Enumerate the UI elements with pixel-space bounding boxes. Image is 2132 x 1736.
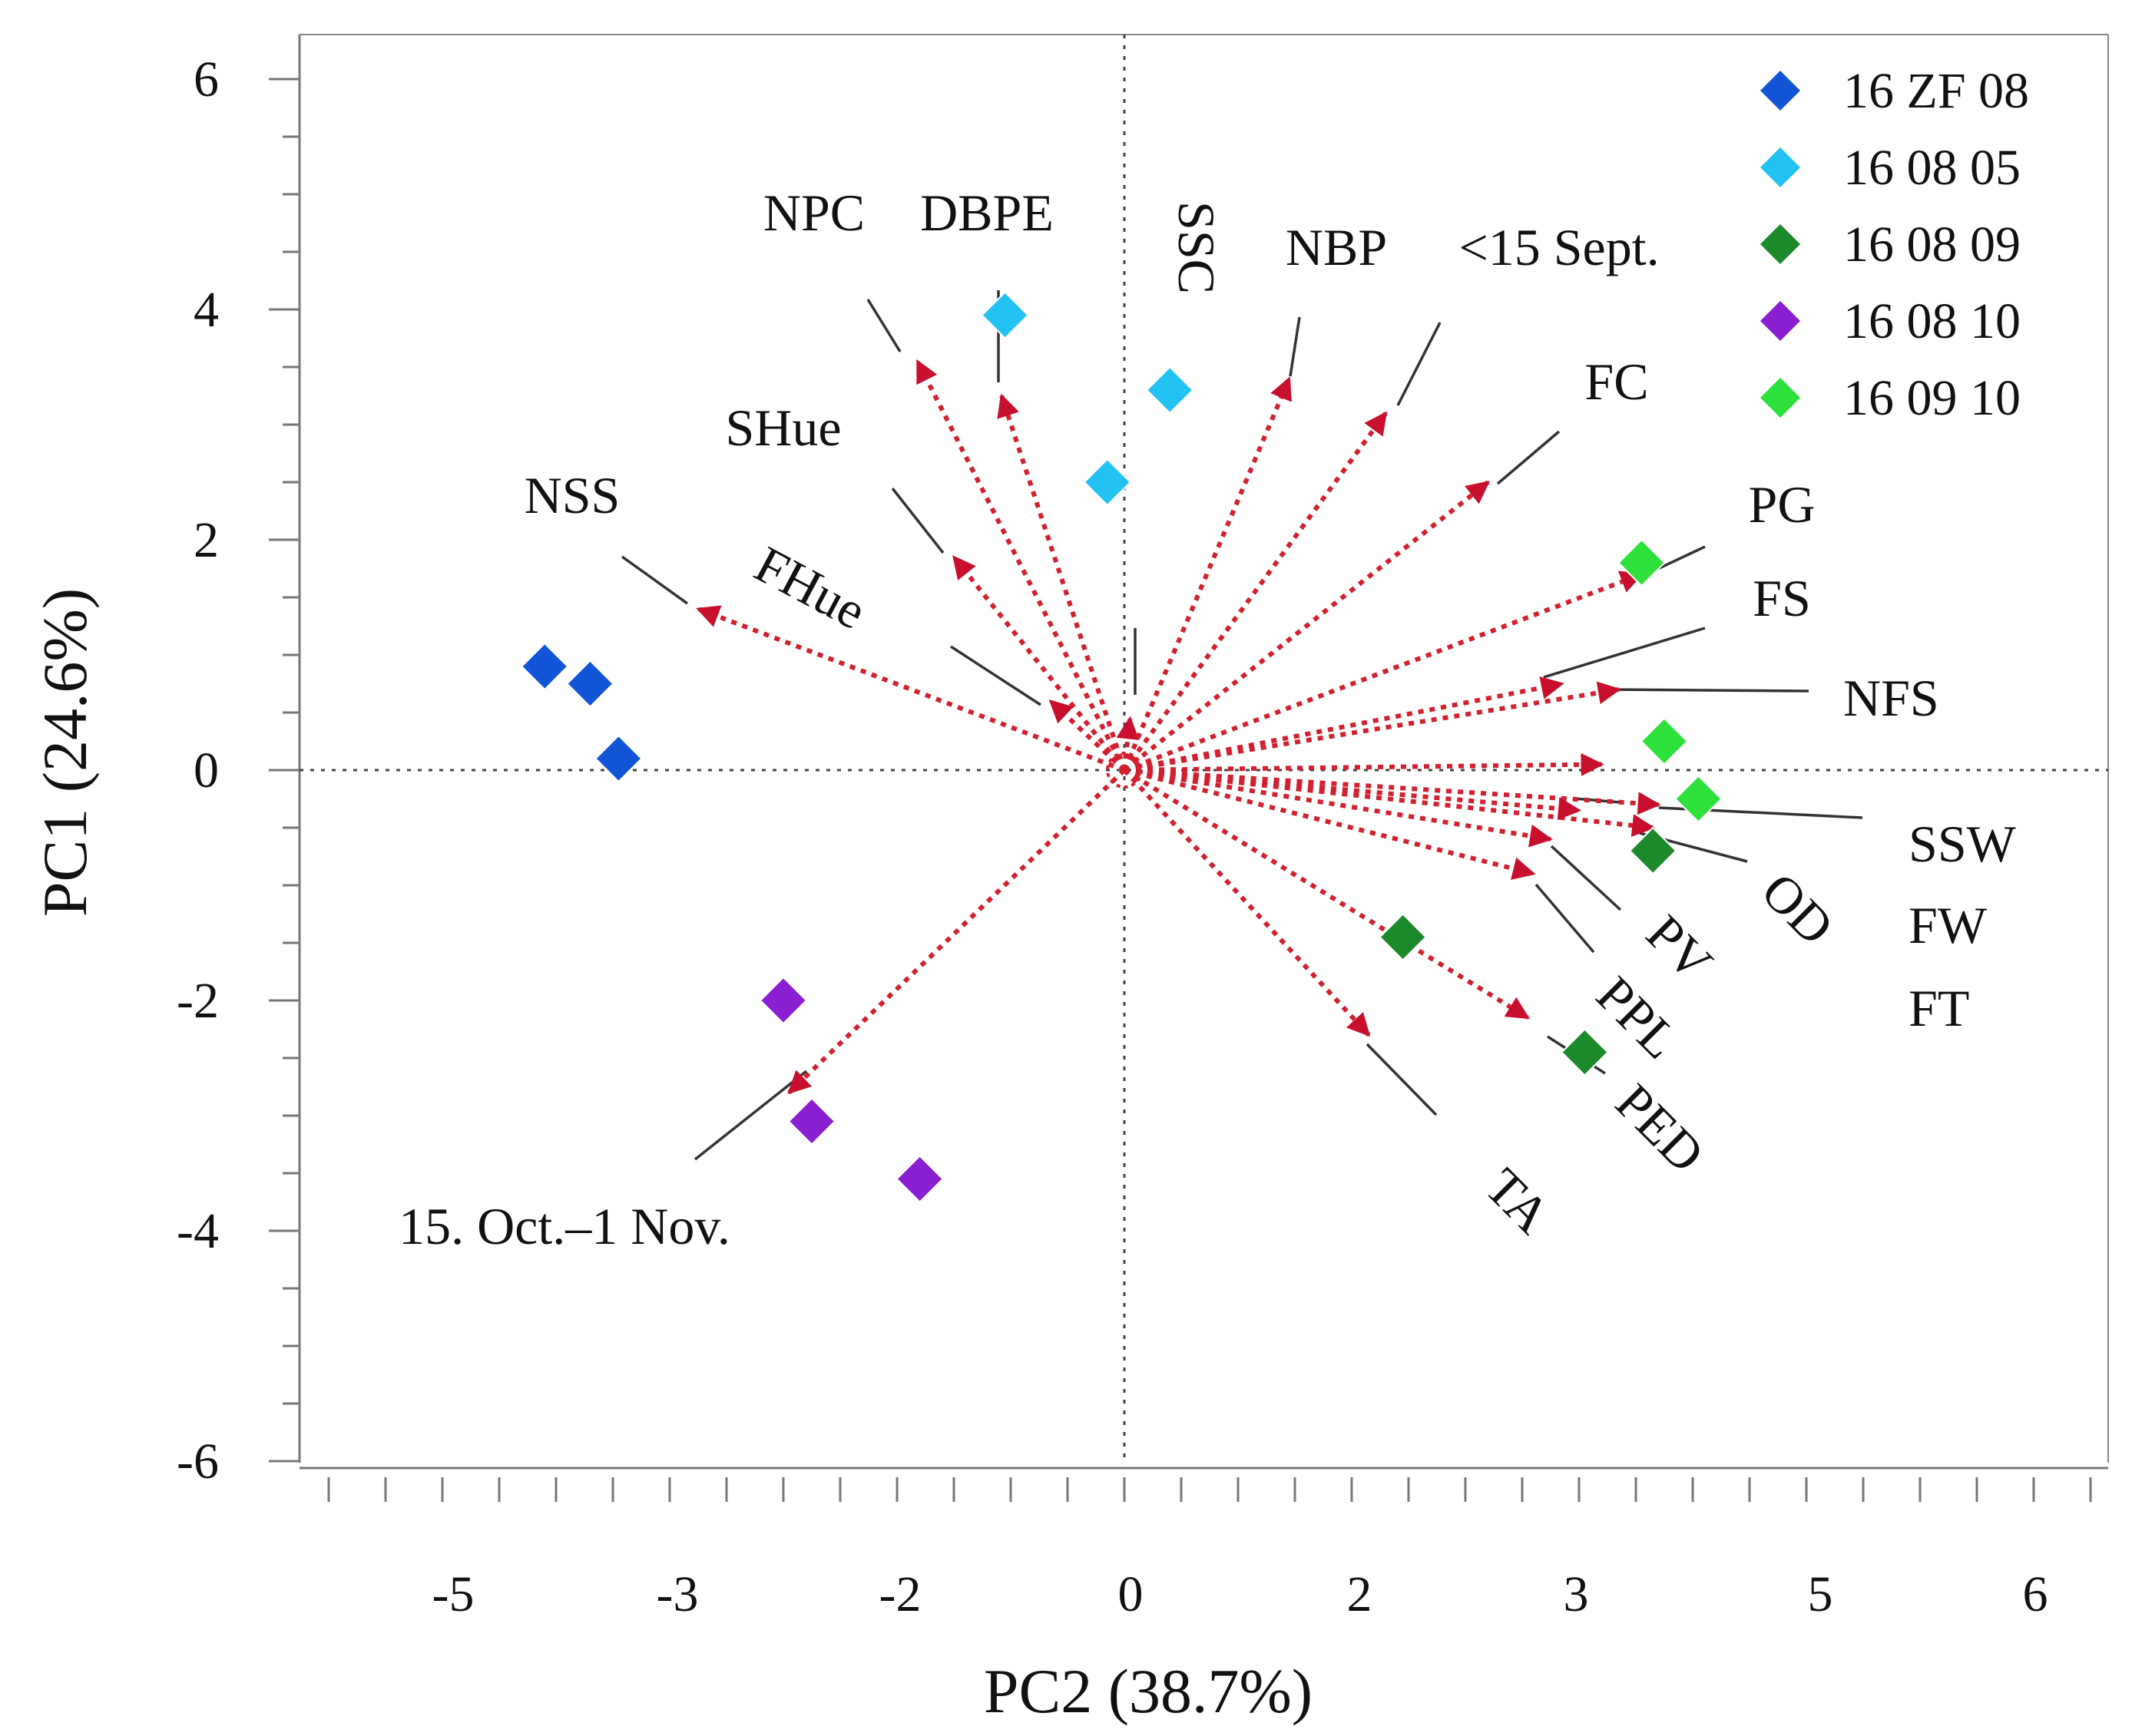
data-point-16-08-09 (1628, 826, 1677, 875)
leader-line (1604, 688, 1809, 693)
loading-label-dbpe: DBPE (920, 184, 1054, 242)
loading-arrow-ppl (1124, 768, 1536, 880)
loading-arrow-od (1124, 768, 1581, 821)
loading-arrow-ta (1122, 768, 1371, 1037)
loading-label-ssw: SSW (1909, 815, 2017, 873)
loading-arrow-pg (1123, 570, 1644, 772)
loading-label-npc: NPC (763, 184, 865, 242)
x-tick-label: 5 (1808, 1566, 1833, 1622)
loading-label-nbp: NBP (1286, 218, 1387, 276)
loading-label-ssc: SSC (1167, 201, 1226, 294)
leader-line (1534, 883, 1595, 954)
origin-marker (1106, 752, 1143, 789)
leader-line (1550, 845, 1622, 911)
loading-label-fw: FW (1909, 896, 1988, 954)
loading-label-ta: TA (1474, 1157, 1561, 1245)
y-tick-label: 2 (194, 512, 219, 568)
data-point-16-08-05 (1083, 458, 1132, 507)
x-tick-label: 3 (1564, 1566, 1589, 1622)
leader-line (1543, 627, 1706, 679)
data-point-16-08-09 (1560, 1028, 1609, 1076)
x-tick-label: -3 (657, 1566, 699, 1622)
loading-arrow-nss (696, 605, 1126, 772)
y-tick-label: 4 (194, 282, 219, 338)
data-point-16-08-05 (1145, 365, 1194, 415)
y-tick-label: -6 (177, 1433, 219, 1490)
leader-line (1396, 322, 1442, 406)
data-point-16-08-10 (787, 1097, 836, 1146)
leader-line (866, 299, 902, 352)
data-point-16-08-10 (759, 976, 808, 1025)
legend-swatch (1760, 224, 1800, 264)
legend-label: 16 08 10 (1843, 293, 2021, 349)
data-point-16-09-10 (1640, 717, 1689, 765)
legend: 16 ZF 08 16 08 05 16 08 09 16 08 10 16 09 10 (1760, 63, 2029, 426)
y-axis-title: PC1 (24.6%) (30, 588, 100, 917)
y-tick-label: 6 (194, 51, 219, 107)
data-point-16-08-10 (896, 1155, 945, 1203)
loading-arrow-fs (1124, 676, 1564, 772)
loading-label-nfs: NFS (1843, 669, 1939, 727)
data-point-16-zf-08 (520, 642, 569, 691)
legend-label: 16 08 09 (1843, 217, 2021, 273)
loading-label-ped: PED (1604, 1073, 1716, 1184)
loading-label-fs: FS (1753, 569, 1811, 627)
x-tick-label: -2 (879, 1566, 922, 1622)
legend-label: 16 09 10 (1843, 370, 2021, 426)
loading-arrow-ped (1123, 768, 1530, 1020)
loading-label-15-oct-1-nov-: 15. Oct.–1 Nov. (399, 1197, 730, 1255)
data-point-16-zf-08 (565, 660, 614, 708)
x-tick-label: 0 (1118, 1566, 1144, 1622)
data-point-16-08-09 (1379, 913, 1428, 961)
x-tick-label: 2 (1347, 1566, 1372, 1622)
loading-label-fc: FC (1584, 352, 1648, 411)
x-axis-title: PC2 (38.7%) (984, 1656, 1313, 1726)
loading-label--15-sept-: <15 Sept. (1458, 218, 1659, 276)
data-point-16-08-05 (981, 291, 1030, 339)
loading-arrow--15-sept- (1122, 411, 1388, 772)
loading-arrow-ssc (1116, 716, 1140, 771)
leader-line (1496, 430, 1561, 485)
loading-arrow-nfs (1124, 681, 1621, 772)
legend-swatch (1760, 147, 1800, 187)
loading-arrow-npc (915, 359, 1127, 772)
loading-arrow-fhue (1048, 699, 1127, 772)
legend-swatch (1760, 301, 1800, 341)
legend-swatch (1760, 378, 1800, 418)
loading-arrow-15-oct-1-nov- (787, 768, 1127, 1095)
loading-label-od: OD (1750, 861, 1845, 956)
loading-label-nss: NSS (525, 466, 621, 524)
leader-line (1289, 316, 1301, 377)
loading-arrow-ssw (1124, 752, 1604, 776)
loading-label-pv: PV (1635, 904, 1723, 992)
loading-label-ft: FT (1909, 979, 1969, 1037)
loading-arrow-fw (1124, 768, 1661, 815)
x-tick-label: -5 (432, 1566, 475, 1622)
loading-arrow-dbpe (997, 393, 1127, 771)
loading-arrow-nbp (1122, 376, 1292, 772)
leader-line (891, 487, 945, 554)
legend-swatch (1760, 71, 1800, 111)
leader-line (950, 645, 1041, 706)
loading-arrow-fc (1123, 480, 1490, 772)
legend-label: 16 08 05 (1843, 140, 2021, 196)
loading-label-pg: PG (1749, 475, 1816, 534)
loading-arrow-pv (1124, 768, 1553, 848)
y-tick-label: -4 (177, 1203, 219, 1259)
leader-line (1366, 1043, 1438, 1116)
data-point-16-zf-08 (594, 734, 643, 783)
loading-label-shue: SHue (725, 398, 841, 457)
legend-label: 16 ZF 08 (1843, 63, 2029, 119)
loading-label-fhue: FHue (746, 534, 876, 640)
data-point-16-09-10 (1617, 538, 1666, 587)
y-tick-label: -2 (177, 973, 219, 1029)
leader-line (694, 1070, 808, 1161)
data-point-16-09-10 (1673, 775, 1723, 823)
leader-line (621, 555, 689, 605)
y-tick-label: 0 (194, 742, 219, 799)
x-tick-label: 6 (2023, 1566, 2048, 1622)
